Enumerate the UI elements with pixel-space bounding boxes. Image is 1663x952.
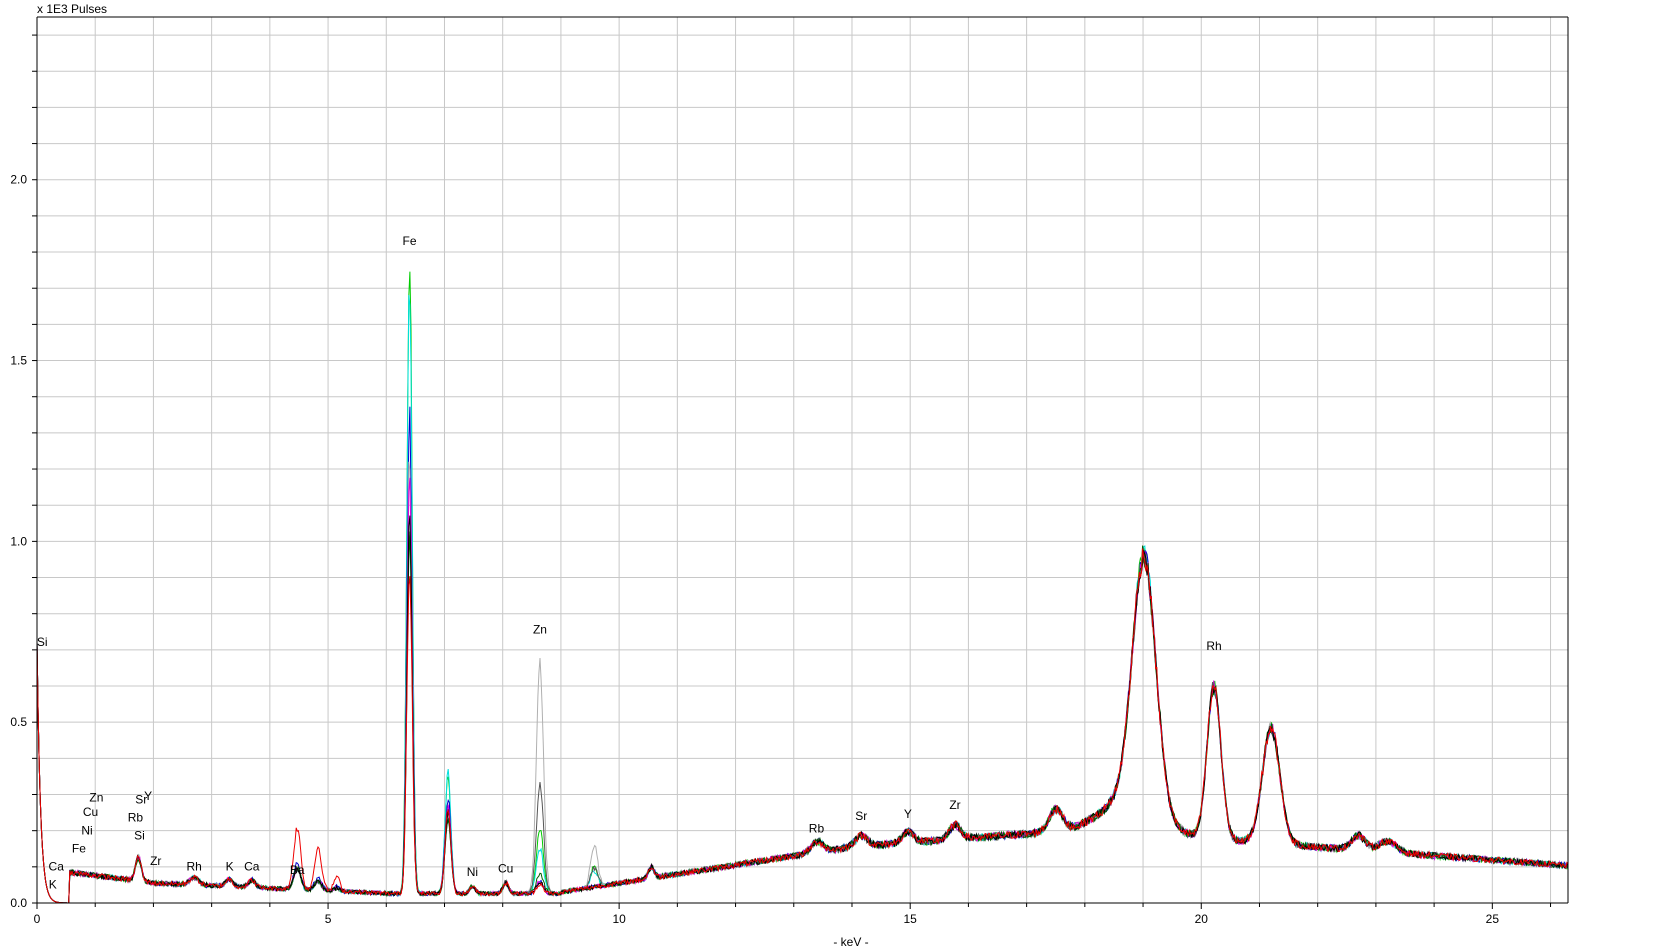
peak-label-sr: Sr xyxy=(855,809,867,823)
y-tick-label: 2.0 xyxy=(10,173,27,187)
peak-label-y: Y xyxy=(144,789,152,803)
x-tick-label: 10 xyxy=(612,912,626,926)
y-tick-label: 1.0 xyxy=(10,534,27,548)
peak-label-zn: Zn xyxy=(533,623,547,637)
spectrum-line-9 xyxy=(36,548,1569,904)
peak-label-y: Y xyxy=(904,807,912,821)
peak-label-ca: Ca xyxy=(244,859,260,873)
peak-label-fe: Fe xyxy=(72,841,86,855)
peak-label-ba: Ba xyxy=(290,863,305,877)
y-tick-label: 0.0 xyxy=(10,896,27,910)
peak-label-k: K xyxy=(226,859,234,873)
spectrum-series-group xyxy=(36,271,1569,904)
x-tick-label: 15 xyxy=(904,912,918,926)
peak-label-rb: Rb xyxy=(128,811,144,825)
peak-label-si: Si xyxy=(37,635,48,649)
x-tick-label: 0 xyxy=(34,912,41,926)
grid xyxy=(36,17,1568,904)
x-axis-title: - keV - xyxy=(833,935,868,949)
y-axis-title: x 1E3 Pulses xyxy=(37,2,107,16)
peak-label-zr: Zr xyxy=(150,854,161,868)
peak-label-ni: Ni xyxy=(467,865,478,879)
peak-label-rh: Rh xyxy=(1206,639,1221,653)
peak-label-ca: Ca xyxy=(49,859,65,873)
peak-label-zr: Zr xyxy=(949,798,960,812)
y-tick-label: 0.5 xyxy=(10,715,27,729)
peak-label-fe: Fe xyxy=(403,234,417,248)
peak-label-ni: Ni xyxy=(81,823,92,837)
peak-label-k: K xyxy=(49,878,57,892)
x-tick-label: 25 xyxy=(1486,912,1500,926)
peak-label-si: Si xyxy=(134,829,145,843)
peak-label-rb: Rb xyxy=(809,821,825,835)
y-tick-label: 1.5 xyxy=(10,354,27,368)
peak-label-cu: Cu xyxy=(498,861,513,875)
peak-label-zn: Zn xyxy=(89,791,103,805)
x-tick-label: 20 xyxy=(1195,912,1209,926)
axes: 0 5 10 15 20 25 0.0 0.5 1.0 1.5 2.0 xyxy=(10,16,1569,926)
peak-label-rh: Rh xyxy=(187,859,202,873)
peak-label-sr: Sr xyxy=(135,793,147,807)
peak-label-cu: Cu xyxy=(83,805,98,819)
x-tick-label: 5 xyxy=(325,912,332,926)
